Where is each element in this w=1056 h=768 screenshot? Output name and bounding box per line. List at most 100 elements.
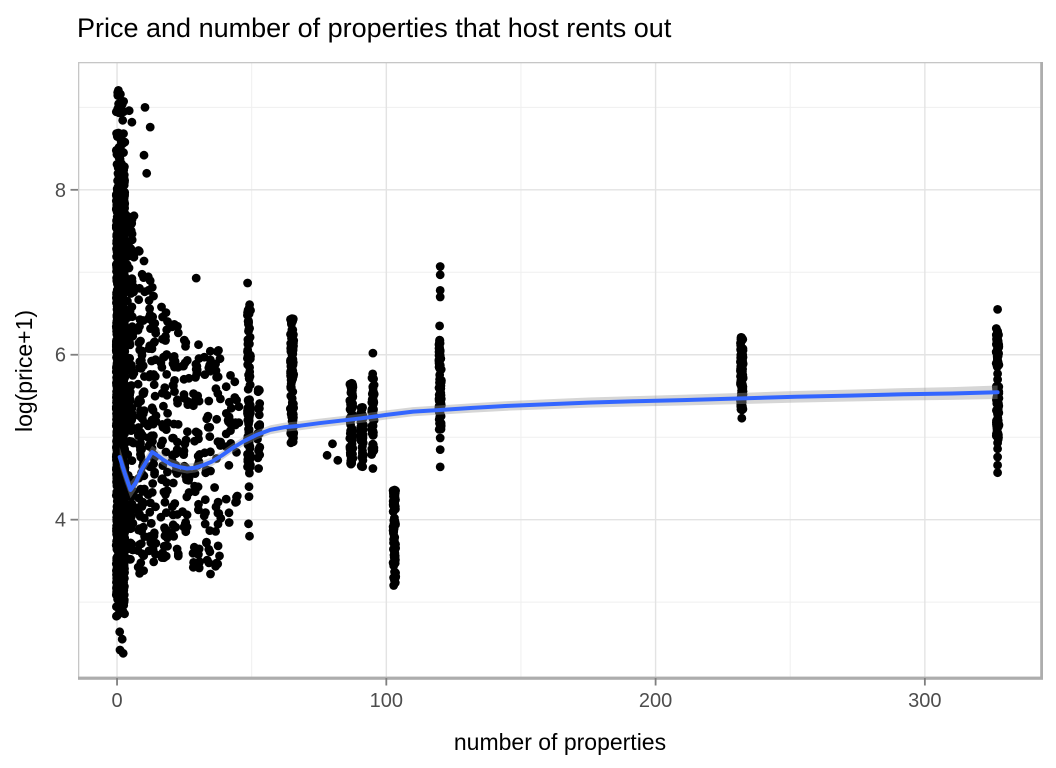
data-point	[993, 335, 1003, 345]
data-point	[346, 459, 355, 468]
data-point	[179, 374, 189, 384]
data-point	[162, 370, 172, 379]
data-point	[137, 502, 147, 511]
data-point	[127, 437, 137, 447]
data-point	[143, 421, 153, 431]
data-point	[221, 494, 231, 504]
data-point	[163, 408, 173, 418]
data-point	[993, 452, 1002, 462]
data-point	[206, 569, 215, 579]
data-point	[204, 396, 214, 406]
data-point	[134, 423, 143, 432]
data-point	[116, 100, 126, 110]
data-point	[150, 337, 160, 347]
data-point	[215, 551, 224, 561]
data-point	[115, 148, 125, 158]
data-point	[170, 499, 180, 508]
data-point	[243, 409, 252, 418]
data-point	[162, 390, 172, 400]
data-point	[183, 427, 192, 437]
data-point	[115, 167, 125, 177]
data-point	[435, 362, 445, 372]
x-tick-label: 300	[908, 690, 941, 712]
data-point	[151, 549, 160, 559]
data-point	[243, 278, 253, 288]
data-point	[190, 487, 200, 497]
data-point	[737, 364, 747, 373]
x-tick-label: 100	[370, 690, 403, 712]
data-point	[150, 469, 159, 479]
data-point	[135, 315, 145, 324]
data-point	[145, 507, 155, 517]
scatter-points	[111, 86, 1004, 658]
data-point	[254, 464, 263, 473]
data-point	[173, 328, 183, 338]
data-point	[163, 467, 172, 477]
data-point	[232, 491, 242, 501]
data-point	[435, 335, 444, 345]
data-point	[139, 150, 149, 160]
y-tick-label: 4	[55, 510, 66, 532]
plot-title: Price and number of properties that host…	[77, 13, 672, 43]
data-point	[221, 409, 231, 418]
data-point	[347, 444, 356, 453]
data-point	[346, 432, 356, 441]
data-point	[113, 394, 122, 403]
x-tick-labels: 0 100 200 300	[111, 690, 941, 712]
data-point	[245, 339, 254, 349]
data-point	[202, 538, 211, 548]
data-point	[200, 448, 210, 458]
y-tick-labels: 4 6 8	[55, 180, 66, 532]
data-point	[389, 535, 399, 545]
data-point	[168, 478, 178, 488]
data-point	[205, 422, 215, 432]
data-point	[123, 296, 132, 306]
data-point	[144, 372, 154, 382]
data-point	[116, 484, 126, 493]
data-point	[194, 340, 203, 350]
data-point	[135, 322, 144, 331]
confidence-ribbon	[119, 385, 998, 499]
data-point	[162, 541, 172, 551]
data-point	[113, 437, 123, 446]
data-point	[992, 399, 1002, 408]
data-point	[194, 558, 204, 568]
data-point	[126, 289, 136, 298]
data-point	[148, 405, 158, 415]
data-point	[136, 336, 145, 346]
data-point	[127, 274, 137, 283]
data-point	[205, 346, 215, 356]
data-point	[116, 243, 126, 253]
data-point	[191, 273, 201, 283]
x-tick-label: 200	[639, 690, 672, 712]
data-point	[212, 414, 222, 424]
data-point	[190, 546, 200, 556]
data-point	[124, 216, 134, 226]
data-point	[244, 416, 254, 426]
data-point	[123, 450, 133, 459]
data-point	[162, 350, 172, 359]
data-point	[245, 531, 254, 541]
data-point	[160, 523, 169, 533]
data-point	[157, 302, 166, 312]
data-point	[117, 634, 127, 644]
data-point	[992, 406, 1002, 416]
data-point	[245, 450, 255, 460]
data-point	[737, 413, 747, 423]
data-point	[991, 431, 1001, 441]
data-point	[168, 354, 178, 363]
data-point	[214, 509, 224, 518]
data-point	[149, 531, 159, 541]
data-point	[255, 450, 265, 460]
data-point	[436, 381, 446, 391]
data-point	[348, 389, 357, 399]
data-point	[232, 447, 241, 457]
data-point	[244, 354, 254, 364]
data-point	[173, 549, 183, 559]
data-point	[224, 508, 234, 518]
data-point	[435, 262, 445, 271]
data-point	[158, 334, 167, 344]
data-point	[322, 450, 332, 460]
data-point	[158, 461, 168, 470]
data-point	[436, 424, 446, 434]
